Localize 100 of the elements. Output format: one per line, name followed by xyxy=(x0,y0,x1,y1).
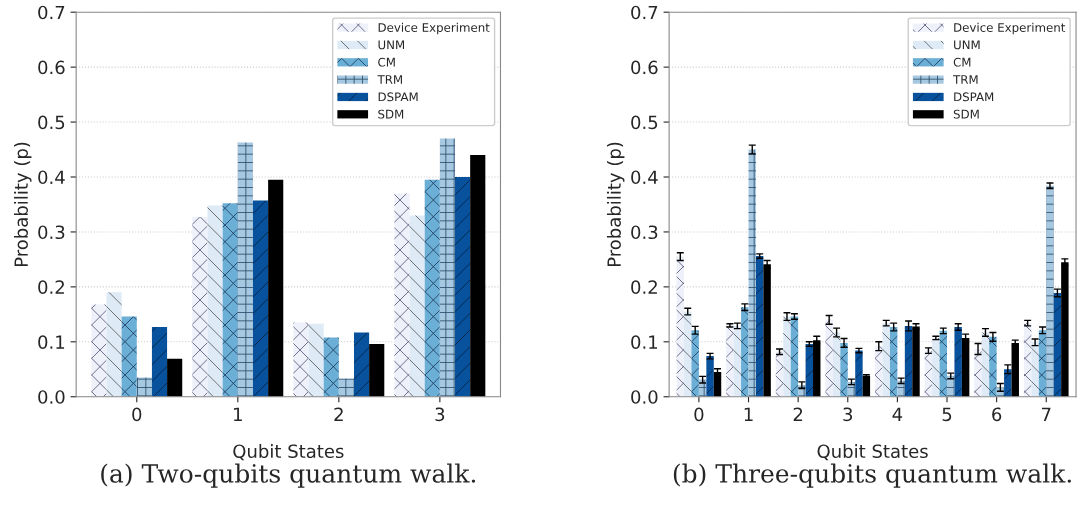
y-tick-label: 0.3 xyxy=(631,225,658,240)
bar xyxy=(775,351,784,397)
x-tick-label: 3 xyxy=(843,407,853,422)
y-tick-label: 0.5 xyxy=(631,115,658,130)
bar xyxy=(974,348,982,397)
legend-label: CM xyxy=(378,57,395,67)
x-axis-title: Qubit States xyxy=(817,444,928,461)
bar xyxy=(939,330,948,397)
bar xyxy=(897,380,905,397)
x-tick-label: 3 xyxy=(435,407,445,422)
bar xyxy=(167,358,183,397)
bar xyxy=(409,215,425,397)
x-tick-label: 0 xyxy=(694,407,704,422)
bar xyxy=(691,330,699,397)
bar xyxy=(726,325,734,397)
bar xyxy=(954,326,962,397)
bar xyxy=(192,217,208,397)
bar xyxy=(1046,185,1054,397)
bar xyxy=(676,256,685,397)
y-tick-label: 0.6 xyxy=(631,60,658,75)
y-tick-label: 0.2 xyxy=(38,280,64,294)
bar xyxy=(713,372,722,397)
bar xyxy=(840,342,848,397)
y-tick-label: 0.1 xyxy=(631,335,658,349)
x-tick-label: 6 xyxy=(992,407,1002,422)
bar xyxy=(805,344,814,397)
y-tick-label: 0.2 xyxy=(631,280,657,294)
y-tick-label: 0.0 xyxy=(38,390,65,404)
bar xyxy=(121,316,137,397)
bar xyxy=(733,325,742,397)
y-tick-label: 0.1 xyxy=(38,335,65,349)
y-tick-label: 0.5 xyxy=(38,115,65,130)
bar xyxy=(424,179,440,397)
bar xyxy=(790,316,799,397)
y-axis-title: Probability (p) xyxy=(14,142,32,267)
legend-label: SDM xyxy=(378,109,404,119)
bar xyxy=(222,203,238,397)
x-tick-label: 1 xyxy=(744,407,753,421)
y-tick-label: 0.0 xyxy=(631,390,658,404)
bar xyxy=(763,264,771,397)
x-tick-label: 4 xyxy=(892,407,903,421)
bar xyxy=(293,322,309,397)
bar xyxy=(394,193,410,397)
legend-label: TRM xyxy=(377,75,402,84)
x-tick-label: 2 xyxy=(334,407,343,421)
bar xyxy=(748,149,756,397)
bar xyxy=(106,292,122,397)
y-tick-label: 0.7 xyxy=(631,5,658,20)
bar xyxy=(268,179,284,397)
legend-label: DSPAM xyxy=(954,92,994,102)
bar xyxy=(981,332,990,397)
bar xyxy=(904,325,913,397)
bar xyxy=(91,304,107,397)
bar xyxy=(353,332,370,397)
legend-label: SDM xyxy=(953,109,979,119)
bar xyxy=(961,337,970,397)
bar xyxy=(924,350,933,397)
y-axis-title: Probability (p) xyxy=(606,142,625,267)
bar xyxy=(741,307,749,397)
bar xyxy=(832,332,841,397)
bar xyxy=(151,326,168,397)
bar xyxy=(1031,342,1039,397)
bar xyxy=(1038,330,1047,397)
bar xyxy=(932,337,940,397)
bar xyxy=(1004,369,1012,397)
bar xyxy=(875,346,883,397)
bar xyxy=(207,205,223,397)
bar xyxy=(755,256,764,397)
bar xyxy=(308,323,324,397)
bar xyxy=(684,311,692,397)
bar xyxy=(237,142,253,397)
bar xyxy=(136,377,152,397)
x-tick-label: 1 xyxy=(234,407,242,421)
bar xyxy=(783,316,791,397)
bar xyxy=(1023,323,1032,397)
legend-label: UNM xyxy=(378,40,405,50)
x-tick-label: 2 xyxy=(793,407,803,421)
bar xyxy=(706,356,714,397)
bar xyxy=(338,378,354,397)
bar xyxy=(855,350,863,397)
x-tick-label: 0 xyxy=(132,407,142,422)
bar xyxy=(1053,292,1062,397)
x-tick-label: 5 xyxy=(942,407,952,422)
bar xyxy=(889,326,898,397)
y-tick-label: 0.3 xyxy=(38,225,65,240)
legend-label: Device Experiment xyxy=(378,22,490,35)
bar xyxy=(455,177,471,397)
legend-label: UNM xyxy=(954,40,980,50)
x-tick-label: 7 xyxy=(1042,407,1051,421)
x-axis-title: Qubit States xyxy=(233,444,344,461)
text: (b) Three-qubits quantum walk. xyxy=(673,463,1071,488)
legend-label: DSPAM xyxy=(378,92,418,102)
text: (a) Two-qubits quantum walk. xyxy=(101,463,476,488)
bar xyxy=(369,344,385,397)
bar xyxy=(989,336,997,397)
y-tick-label: 0.7 xyxy=(38,5,65,20)
bar xyxy=(439,138,456,397)
bar xyxy=(323,337,339,397)
bar xyxy=(470,155,486,397)
y-tick-label: 0.4 xyxy=(38,170,65,185)
